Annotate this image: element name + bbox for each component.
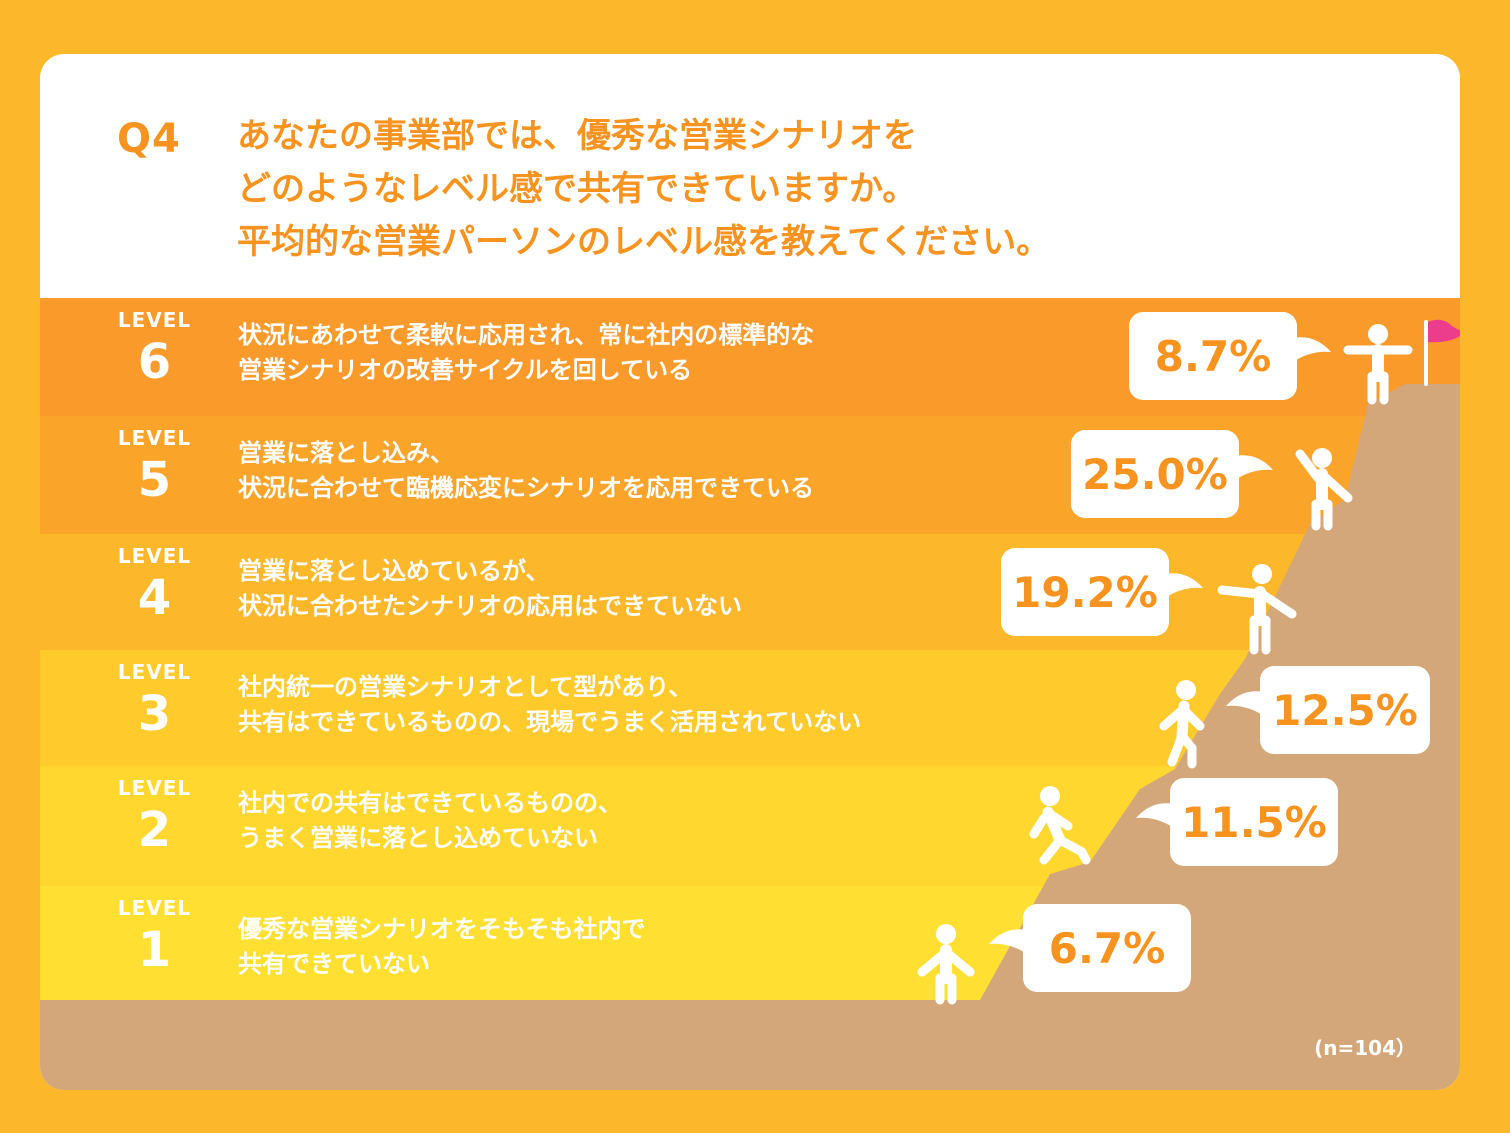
bubble-tail bbox=[1235, 455, 1273, 480]
level-description: 社内統一の営業シナリオとして型があり、共有はできているものの、現場でうまく活用さ… bbox=[238, 670, 861, 740]
level-number: 5 bbox=[137, 452, 172, 508]
bubble-tail bbox=[1165, 573, 1203, 598]
chart-card: Q4 あなたの事業部では、優秀な営業シナリオを どのようなレベル感で共有できてい… bbox=[40, 54, 1460, 1090]
level-description-line: 社内統一の営業シナリオとして型があり、 bbox=[238, 673, 693, 701]
level-description-line: 営業に落とし込めているが、 bbox=[238, 557, 550, 585]
climber-icon bbox=[1217, 564, 1297, 655]
level-number: 3 bbox=[137, 686, 172, 742]
value-label: 6.7% bbox=[1023, 904, 1191, 992]
bubble-tail bbox=[1293, 337, 1331, 362]
flag-icon bbox=[1428, 319, 1460, 343]
climber-icon bbox=[1029, 786, 1091, 865]
level-description-line: 状況に合わせて臨機応変にシナリオを応用できている bbox=[238, 474, 814, 502]
level-description-line: 営業シナリオの改善サイクルを回している bbox=[238, 356, 693, 384]
question-line: あなたの事業部では、優秀な営業シナリオを bbox=[237, 116, 917, 156]
climber-icon bbox=[1295, 448, 1353, 531]
level-word: LEVEL bbox=[117, 776, 192, 800]
level-description: 社内での共有はできているものの、 うまく営業に落とし込めていない bbox=[238, 786, 622, 856]
value-label: 19.2% bbox=[1001, 548, 1169, 636]
level-word: LEVEL bbox=[117, 308, 192, 332]
level-word: LEVEL bbox=[117, 426, 192, 450]
mountain-ground bbox=[40, 1000, 1460, 1090]
bubble-tail bbox=[1226, 691, 1264, 716]
question-text: あなたの事業部では、優秀な営業シナリオを どのようなレベル感で共有できていますか… bbox=[237, 110, 1050, 269]
level-description-line: 共有できていない bbox=[238, 950, 430, 978]
climbers-layer bbox=[917, 319, 1460, 1005]
level-word: LEVEL bbox=[117, 896, 192, 920]
level-description-line: 状況に合わせたシナリオの応用はできていない bbox=[238, 592, 742, 620]
level-description: 営業に落とし込めているが、状況に合わせたシナリオの応用はできていない bbox=[238, 554, 742, 624]
value-label: 25.0% bbox=[1071, 430, 1239, 518]
level-description-line: うまく営業に落とし込めていない bbox=[238, 824, 598, 852]
climber-icon bbox=[1159, 680, 1205, 769]
level-description: 営業に落とし込み、状況に合わせて臨機応変にシナリオを応用できている bbox=[238, 436, 814, 506]
level-description-line: 社内での共有はできているものの、 bbox=[238, 789, 622, 817]
level-number: 4 bbox=[137, 570, 172, 626]
question-line: どのようなレベル感で共有できていますか。 bbox=[237, 169, 917, 209]
level-word: LEVEL bbox=[117, 660, 192, 684]
level-description-line: 状況にあわせて柔軟に応用され、常に社内の標準的な bbox=[238, 321, 815, 349]
level-number: 2 bbox=[137, 802, 172, 858]
sample-size-note: (n=104） bbox=[1314, 1036, 1416, 1060]
level-description-line: 優秀な営業シナリオをそもそも社内で bbox=[238, 915, 646, 943]
value-label: 8.7% bbox=[1129, 312, 1297, 400]
level-description-line: 営業に落とし込み、 bbox=[238, 439, 454, 467]
level-number: 6 bbox=[137, 334, 172, 390]
value-label: 12.5% bbox=[1260, 666, 1430, 754]
climber-icon bbox=[917, 924, 975, 1005]
bubble-tail bbox=[1136, 803, 1174, 828]
mountain-shape bbox=[980, 384, 1460, 1000]
question-line: 平均的な営業パーソンのレベル感を教えてください。 bbox=[237, 222, 1051, 262]
level-word: LEVEL bbox=[117, 544, 192, 568]
climber-icon bbox=[1343, 324, 1413, 405]
level-description: 優秀な営業シナリオをそもそも社内で 共有できていない bbox=[238, 912, 646, 982]
level-number: 1 bbox=[137, 922, 172, 978]
level-description: 状況にあわせて柔軟に応用され、常に社内の標準的な 営業シナリオの改善サイクルを回し… bbox=[238, 318, 814, 388]
level-description-line: 共有はできているものの、現場でうまく活用されていない bbox=[238, 708, 862, 736]
bubble-tail bbox=[989, 929, 1027, 954]
value-label: 11.5% bbox=[1170, 778, 1338, 866]
question-number: Q4 bbox=[117, 116, 181, 162]
